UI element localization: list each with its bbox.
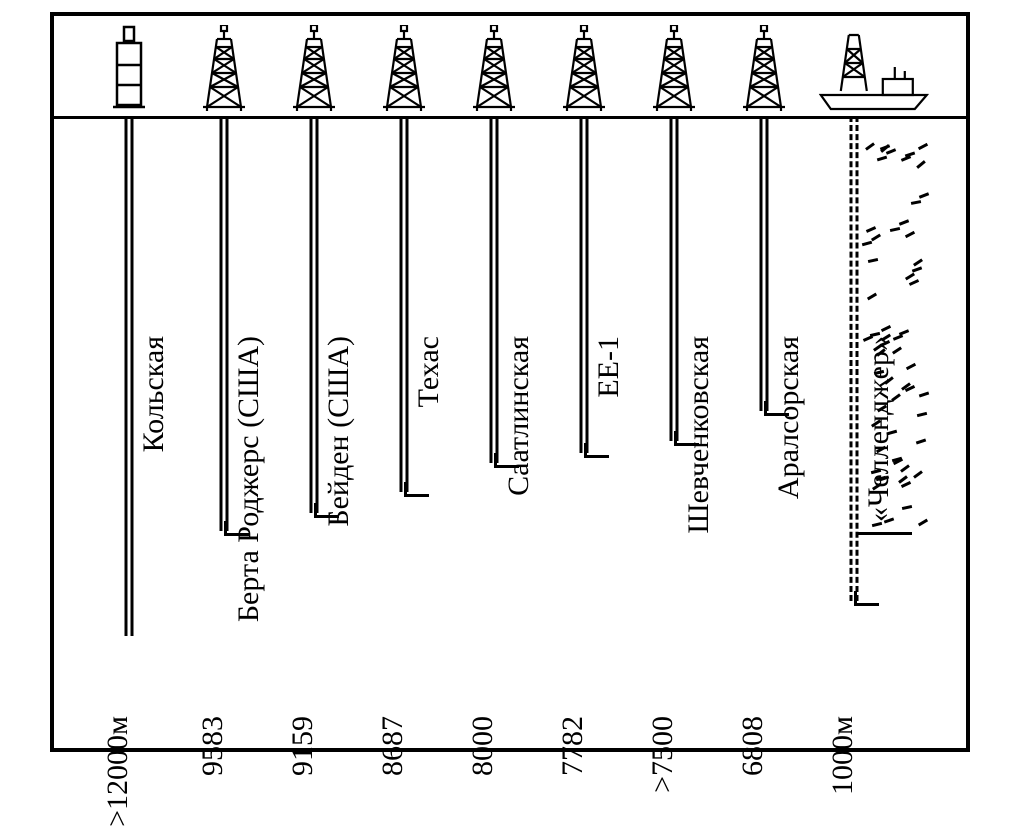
well-depth-kolskaya: >12000м [101, 716, 135, 827]
well-texas: Техас8687 [359, 16, 449, 756]
well-depth-challenger: 1000м [826, 716, 860, 795]
rig-kolskaya [107, 25, 151, 116]
hook-texas [404, 482, 429, 497]
well-label-kolskaya: Кольская [137, 336, 171, 452]
derrick-icon [379, 25, 429, 111]
diagram-frame: Кольская>12000м Берта Роджерс ( [50, 12, 970, 752]
well-depth-texas: 8687 [376, 716, 410, 776]
rig-texas [379, 25, 429, 116]
well-depth-aralsorskaya: 6808 [736, 716, 770, 776]
well-label-texas: Техас [412, 336, 446, 407]
well-depth-shevchenkovskaya: >7500 [646, 716, 680, 793]
well-aralsorskaya: Аралсорская6808 [719, 16, 809, 756]
rig-aralsorskaya [739, 25, 789, 116]
derrick-icon [469, 25, 519, 111]
well-label-ee-1: ЕЕ-1 [592, 336, 626, 398]
well-saatlinskaya: Саатлинская8000 [449, 16, 539, 756]
hook-ee-1 [584, 443, 609, 458]
well-kolskaya: Кольская>12000м [84, 16, 174, 756]
well-berta-rogers: Берта Роджерс (США)9583 [179, 16, 269, 756]
derrick-icon [649, 25, 699, 111]
shaft-kolskaya [125, 116, 134, 636]
rig-berta-rogers [199, 25, 249, 116]
tower-icon [107, 25, 151, 111]
well-depth-berta-rogers: 9583 [196, 716, 230, 776]
shaft-shevchenkovskaya [670, 116, 679, 441]
shaft-beiden [310, 116, 319, 513]
hook-challenger [854, 591, 879, 606]
well-depth-saatlinskaya: 8000 [466, 716, 500, 776]
derrick-icon [199, 25, 249, 111]
rig-beiden [289, 25, 339, 116]
derrick-icon [739, 25, 789, 111]
rig-challenger [819, 25, 929, 116]
well-depth-beiden: 9159 [286, 716, 320, 776]
seabed-line [858, 532, 912, 535]
derrick-icon [289, 25, 339, 111]
well-label-saatlinskaya: Саатлинская [502, 336, 536, 496]
shaft-texas [400, 116, 409, 492]
rig-ee-1 [559, 25, 609, 116]
well-label-shevchenkovskaya: Шевченковская [682, 336, 716, 534]
well-challenger: «Челленджер»1000м [809, 16, 899, 756]
well-ee-1: ЕЕ-17782 [539, 16, 629, 756]
well-depth-ee-1: 7782 [556, 716, 590, 776]
rig-shevchenkovskaya [649, 25, 699, 116]
shaft-saatlinskaya [490, 116, 499, 463]
well-label-berta-rogers: Берта Роджерс (США) [232, 336, 266, 622]
well-label-beiden: Бейден (США) [322, 336, 356, 527]
derrick-icon [559, 25, 609, 111]
sea-stipple [860, 116, 930, 531]
shaft-ee-1 [580, 116, 589, 453]
shaft-berta-rogers [220, 116, 229, 531]
well-beiden: Бейден (США)9159 [269, 16, 359, 756]
shaft-aralsorskaya [760, 116, 769, 411]
rig-saatlinskaya [469, 25, 519, 116]
shaft-challenger [850, 116, 859, 601]
well-shevchenkovskaya: Шевченковская>7500 [629, 16, 719, 756]
ship-icon [819, 25, 929, 111]
well-label-aralsorskaya: Аралсорская [772, 336, 806, 499]
